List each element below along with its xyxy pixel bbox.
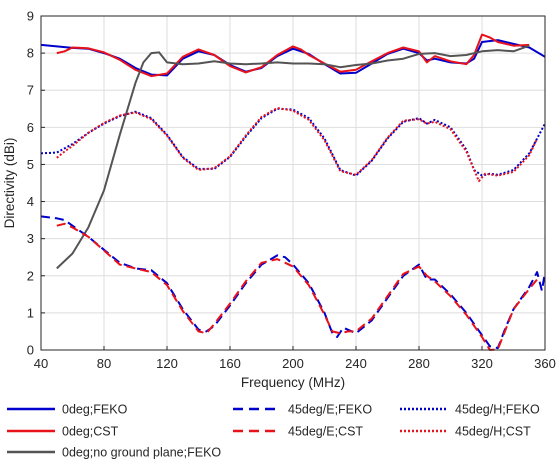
y-tick-label: 0: [27, 343, 34, 358]
grid-lines: [40, 15, 546, 351]
series-line: [40, 215, 546, 350]
y-tick-label: 9: [27, 9, 34, 24]
x-tick-label: 280: [408, 356, 430, 371]
legend-label: 0deg;no ground plane;FEKO: [62, 446, 221, 460]
x-tick-label: 360: [534, 356, 556, 371]
y-tick-label: 1: [27, 305, 34, 320]
x-tick-label: 80: [97, 356, 111, 371]
x-tick-label: 40: [34, 356, 48, 371]
series-line: [56, 222, 538, 351]
y-tick-label: 8: [27, 46, 34, 61]
y-tick-label: 2: [27, 268, 34, 283]
y-tick-label: 7: [27, 83, 34, 98]
y-axis-label: Directivity (dBi): [2, 138, 17, 229]
x-tick-label: 240: [345, 356, 367, 371]
legend-label: 45deg/H;CST: [455, 425, 531, 439]
x-tick-label: 200: [282, 356, 304, 371]
tick-labels: 40 80 120 160 200 240 280 320 360 0 1 2 3 4 5 6 7 8 9: [27, 9, 556, 372]
y-tick-label: 4: [27, 194, 34, 209]
legend-label: 0deg;FEKO: [62, 403, 128, 417]
y-tick-label: 3: [27, 231, 34, 246]
legend: 0deg;FEKO 0deg;CST 0deg;no ground plane;FE…: [7, 403, 540, 460]
x-axis-label: Frequency (MHz): [241, 375, 345, 390]
y-tick-label: 5: [27, 157, 34, 172]
series-line: [56, 33, 530, 78]
series-lines: [40, 33, 546, 351]
legend-label: 45deg/H;FEKO: [455, 403, 540, 417]
legend-label: 0deg;CST: [62, 425, 119, 439]
y-tick-label: 6: [27, 120, 34, 135]
x-tick-label: 120: [156, 356, 178, 371]
legend-label: 45deg/E;FEKO: [288, 403, 372, 417]
legend-label: 45deg/E;CST: [288, 425, 363, 439]
x-tick-label: 320: [471, 356, 493, 371]
series-line: [56, 44, 530, 270]
series-line: [56, 107, 539, 183]
x-tick-label: 160: [219, 356, 241, 371]
